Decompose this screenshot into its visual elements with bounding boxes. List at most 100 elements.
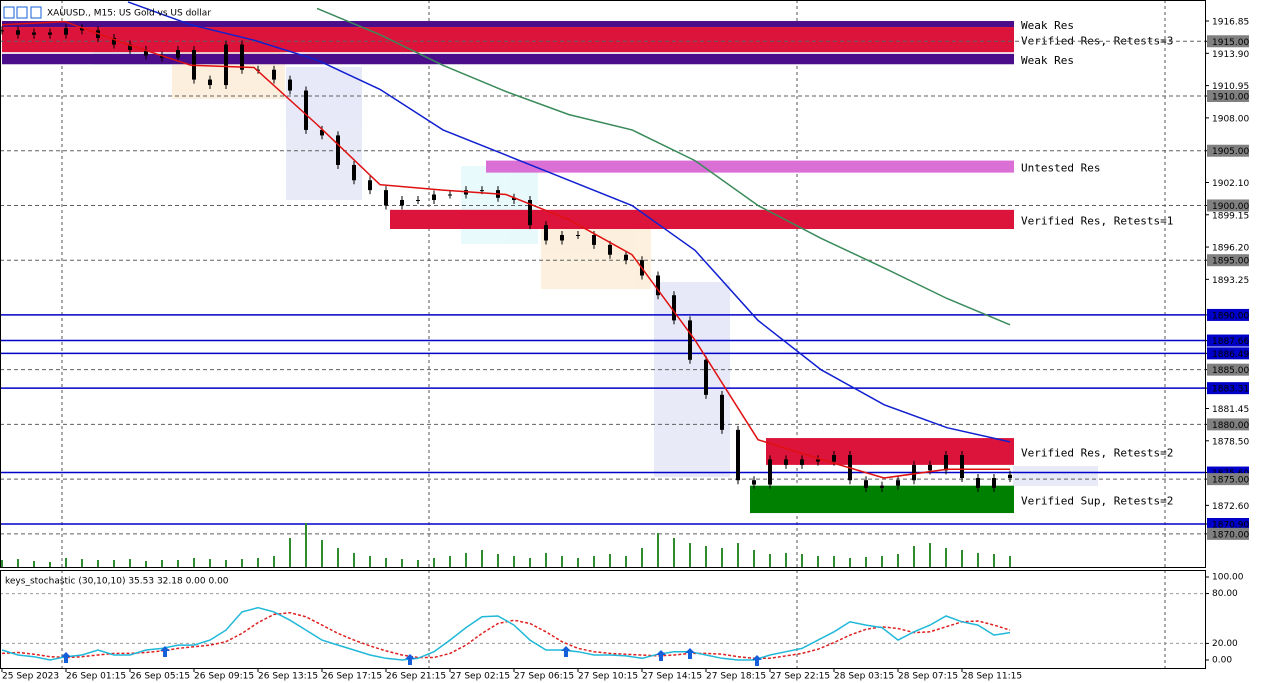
- price-label-box: [1207, 527, 1249, 540]
- price-label: 1886.49: [1212, 350, 1249, 360]
- volume-bar: [273, 556, 275, 568]
- candle: [384, 190, 388, 206]
- volume-bar: [721, 548, 723, 568]
- volume-bar: [705, 546, 707, 568]
- time-label: 27 Sep 22:15: [770, 672, 830, 682]
- candle: [400, 199, 404, 206]
- candle: [992, 478, 996, 488]
- candle: [64, 28, 68, 35]
- volume-bar: [337, 548, 339, 568]
- volume-bar: [513, 556, 515, 568]
- up-arrow: [685, 648, 695, 659]
- zone-label: Weak Res: [1021, 19, 1074, 32]
- time-label: 27 Sep 02:15: [450, 672, 510, 682]
- candle: [528, 199, 532, 226]
- time-label: 27 Sep 14:15: [642, 672, 702, 682]
- volume-bar: [641, 548, 643, 568]
- up-arrow: [61, 652, 71, 663]
- volume-bar: [481, 550, 483, 568]
- signal-arrows: [61, 646, 762, 666]
- candle: [672, 295, 676, 321]
- time-label: 26 Sep 17:15: [322, 672, 382, 682]
- menu-icon[interactable]: [30, 6, 42, 19]
- candle: [864, 480, 868, 488]
- volume-bar: [673, 538, 675, 568]
- candle: [208, 79, 212, 86]
- volume-bar: [529, 558, 531, 568]
- volume-bar: [625, 556, 627, 568]
- candle: [416, 199, 420, 201]
- volume-bar: [1009, 556, 1011, 568]
- candle: [80, 28, 84, 31]
- volume-bar: [609, 554, 611, 568]
- volume-bar: [257, 558, 259, 568]
- candle: [272, 69, 276, 80]
- price-label: 1893.25: [1212, 276, 1249, 286]
- price-label: 1878.50: [1212, 437, 1249, 447]
- stoch-main: [1, 606, 1011, 661]
- price-label-box: [1207, 363, 1249, 376]
- volume-bar: [993, 554, 995, 568]
- volume-bar: [209, 559, 211, 568]
- volume-bar: [897, 554, 899, 568]
- price-label: 1910.00: [1212, 92, 1249, 102]
- main-frame: [0, 0, 1206, 568]
- price-label: 1902.10: [1212, 179, 1249, 189]
- candle: [432, 194, 436, 200]
- volume-bar: [577, 558, 579, 568]
- price-label-box: [1207, 35, 1249, 48]
- price-label: 1895.00: [1212, 257, 1249, 267]
- session-box: [541, 217, 651, 289]
- candle: [768, 459, 772, 485]
- time-label: 28 Sep 03:15: [834, 672, 894, 682]
- volume-bar: [225, 560, 227, 568]
- volume-bar: [369, 556, 371, 568]
- volume-bar: [385, 558, 387, 568]
- volume-bar: [129, 559, 131, 568]
- menu-icon[interactable]: [3, 6, 15, 19]
- price-label-box: [1207, 254, 1249, 267]
- volume-bar: [81, 559, 83, 568]
- volume-bar: [785, 553, 787, 568]
- candle: [144, 50, 148, 56]
- price-label-box: [1207, 334, 1249, 347]
- price-label: 1885.00: [1212, 366, 1249, 376]
- price-label: 1881.45: [1212, 405, 1249, 415]
- candle: [160, 55, 164, 58]
- volume-bar: [913, 546, 915, 568]
- price-label-box: [1207, 347, 1249, 360]
- price-label: 1896.20: [1212, 244, 1249, 254]
- candle: [240, 44, 244, 70]
- zone-label: Weak Res: [1021, 54, 1074, 67]
- candle: [0, 30, 4, 32]
- volume-bar: [465, 553, 467, 568]
- volume-bar: [97, 560, 99, 568]
- volume-bar: [1, 560, 3, 568]
- symbol-header: XAUUSD., M15: US Gold vs US dollar: [47, 9, 211, 19]
- candle: [176, 50, 180, 58]
- zone-label: Verified Res, Retests=3: [1021, 35, 1173, 48]
- volume-bar: [769, 554, 771, 568]
- session-box: [654, 282, 730, 477]
- candle: [736, 429, 740, 481]
- stoch-signal: [1, 611, 1011, 660]
- candle: [128, 44, 132, 51]
- candle: [688, 320, 692, 360]
- volume-bar: [161, 560, 163, 568]
- candle: [832, 455, 836, 462]
- ma-fast: [1, 20, 1010, 479]
- candle: [656, 275, 660, 296]
- price-label: 1870.90: [1212, 520, 1249, 530]
- time-label: 26 Sep 01:15: [66, 672, 126, 682]
- price-label: 1910.95: [1212, 82, 1249, 92]
- volume-bar: [321, 540, 323, 568]
- volume-bar: [657, 533, 659, 568]
- volume-bar: [449, 556, 451, 568]
- candle: [608, 244, 612, 255]
- menu-icon[interactable]: [16, 6, 28, 19]
- up-arrow: [752, 655, 762, 666]
- price-label: 1916.85: [1212, 18, 1249, 28]
- zone: [486, 160, 1014, 173]
- candle: [800, 459, 804, 465]
